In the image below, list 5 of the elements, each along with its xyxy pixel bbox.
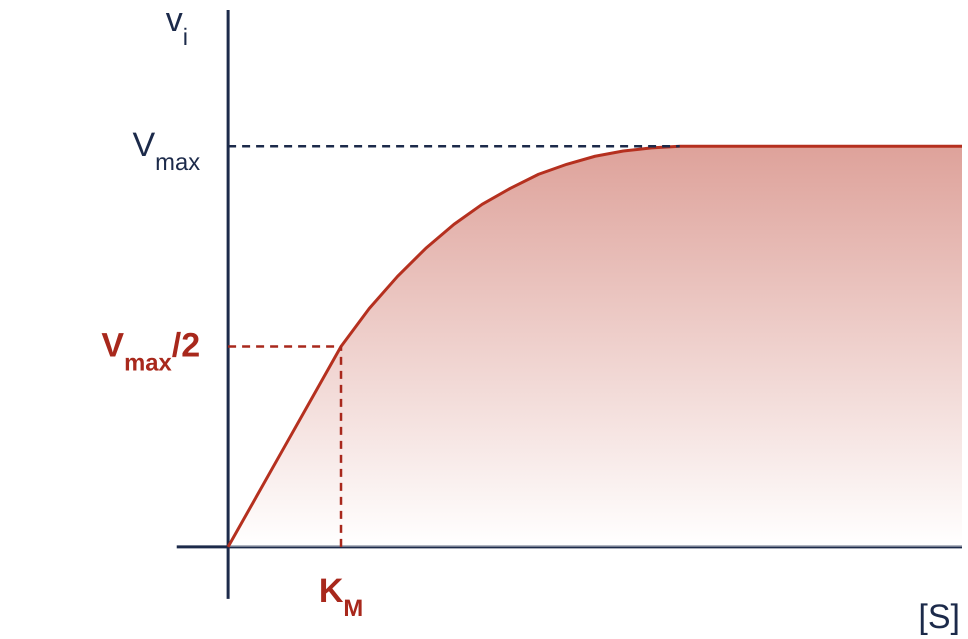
ref-line-label: V$_{max}$/2: [101, 326, 200, 376]
x-axis-title: [S]: [918, 598, 960, 636]
y-axis-title: v$_{i}$: [166, 1, 188, 50]
annotation: K$_{M}$: [318, 572, 364, 622]
ref-line-label: V$_{max}$: [132, 126, 200, 176]
